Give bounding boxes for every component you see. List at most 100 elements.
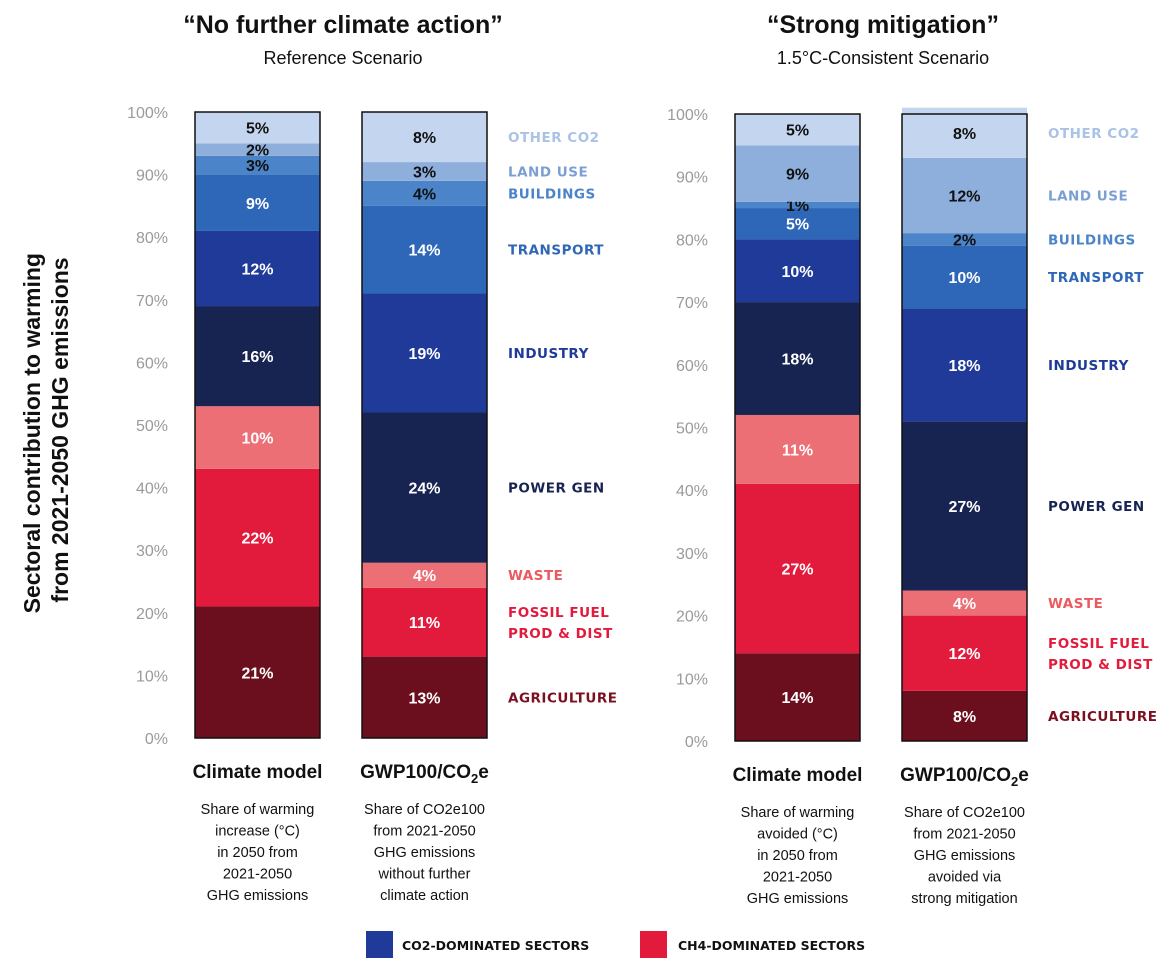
y-tick-label: 60% (136, 355, 168, 372)
y-tick-label: 100% (667, 107, 708, 124)
bar-segment-transport (735, 208, 860, 240)
y-tick-label: 0% (145, 731, 168, 748)
column-description-line: GHG emissions (747, 891, 849, 907)
bar-value-label: 2% (953, 232, 976, 249)
bar-segment-fossil-fuel-prod-dist (902, 615, 1027, 691)
bar-value-label: 4% (413, 186, 436, 203)
y-tick-label: 50% (676, 421, 708, 438)
bar-value-label: 10% (948, 270, 980, 287)
bar-segment-fossil-fuel-prod-dist (735, 483, 860, 654)
legend-swatch (640, 931, 667, 958)
bar-segment-agriculture (195, 606, 320, 738)
column-description-line: Share of CO2e100 (904, 805, 1025, 821)
bar-segment-transport (902, 245, 1027, 309)
bar-value-label: 3% (246, 158, 269, 175)
y-tick-label: 80% (676, 232, 708, 249)
bar-segment-agriculture (362, 656, 487, 738)
stacked-bar: 8% 12% 4% 27% 18% 10% 2% 12% 8% (901, 107, 1028, 742)
y-tick-label: 0% (685, 734, 708, 751)
legend-label: CH4-DOMINATED SECTORS (678, 938, 865, 953)
bar-value-label: 14% (408, 243, 440, 260)
bar-value-label: 1% (786, 198, 809, 215)
bar-value-label: 2% (246, 143, 269, 160)
column-title: GWP100/CO2e (900, 765, 1029, 789)
y-axis-label-line2: from 2021-2050 GHG emissions (47, 257, 73, 602)
column-description-line: Share of warming (201, 802, 315, 818)
column-title: GWP100/CO2e (360, 762, 489, 786)
bar-value-label: 10% (781, 264, 813, 281)
y-axis-label-line1: Sectoral contribution to warming (19, 253, 45, 613)
bar-segment-other-co2 (195, 112, 320, 144)
bar-value-label: 13% (408, 690, 440, 707)
stacked-bar: 21% 22% 10% 16% 12% 9% 3%2% 5% (194, 111, 321, 739)
bar-value-label: 12% (948, 189, 980, 206)
bar-segment-other-co2 (362, 112, 487, 163)
bar-value-label: 3% (413, 164, 436, 181)
column-description-line: without further (378, 867, 471, 883)
sector-label-waste: WASTE (1048, 596, 1103, 612)
legend-label: CO2-DOMINATED SECTORS (402, 938, 589, 953)
bar-value-label: 5% (786, 217, 809, 234)
sector-label-buildings: BUILDINGS (1048, 232, 1136, 248)
bar-segment-other-co2 (902, 107, 1027, 158)
sector-label-fossil-fuel-prod-dist: FOSSIL FUEL (1048, 636, 1149, 652)
legend-swatch (366, 931, 393, 958)
bar-value-label: 8% (413, 130, 436, 147)
bar-outline (734, 113, 861, 742)
bar-segment-power-gen (195, 306, 320, 407)
y-tick-label: 50% (136, 418, 168, 435)
y-tick-label: 90% (136, 168, 168, 185)
stacked-bar: 13% 11% 4% 24% 19% 14% 4% 3% 8% (361, 111, 488, 739)
bar-segment-industry (735, 239, 860, 303)
bar-value-label: 11% (409, 615, 440, 632)
bar-segment-buildings (362, 180, 487, 206)
legend: CO2-DOMINATED SECTORS CH4-DOMINATED SECTO… (366, 931, 865, 958)
bar-segment-agriculture (902, 690, 1027, 741)
bar-value-label: 5% (786, 123, 809, 140)
column-description-line: avoided via (928, 870, 1002, 886)
y-tick-label: 100% (127, 105, 168, 122)
y-tick-label: 20% (676, 609, 708, 626)
panel-title: “No further climate action” (183, 11, 503, 39)
bar-segment-waste (902, 590, 1027, 616)
bar-value-label: 11% (782, 442, 813, 459)
bar-value-label: 12% (948, 646, 980, 663)
sector-label-industry: INDUSTRY (508, 346, 589, 362)
sector-label-other-co2: OTHER CO2 (1048, 126, 1140, 142)
bar-value-label: 16% (241, 349, 273, 366)
bar-segment-power-gen (902, 421, 1027, 591)
column-description-line: GHG emissions (207, 888, 309, 904)
bar-segment-power-gen (362, 412, 487, 563)
column-description-line: increase (°C) (215, 824, 300, 840)
sector-label-transport: TRANSPORT (508, 243, 604, 259)
sector-label-buildings: BUILDINGS (508, 186, 596, 202)
bar-value-label: 21% (241, 665, 273, 682)
sector-label-agriculture: AGRICULTURE (1048, 709, 1157, 725)
bar-segment-land-use (902, 157, 1027, 234)
bar-segment-waste (735, 414, 860, 484)
bar-segment-land-use (735, 145, 860, 202)
y-tick-label: 70% (676, 295, 708, 312)
bar-outline (194, 111, 321, 739)
y-tick-label: 10% (676, 671, 708, 688)
bar-segment-buildings (902, 233, 1027, 246)
y-tick-label: 80% (136, 230, 168, 247)
bar-value-label: 22% (241, 531, 273, 548)
bar-value-label: 8% (953, 709, 976, 726)
column-description-line: climate action (380, 888, 469, 904)
sector-label-industry: INDUSTRY (1048, 358, 1129, 374)
bar-value-label: 19% (408, 346, 440, 363)
column-description-line: GHG emissions (374, 845, 476, 861)
stacked-bar: 14% 27% 11% 18% 10% 5% 1% 9% 5% (734, 113, 861, 742)
y-tick-label: 90% (676, 170, 708, 187)
panel-title: “Strong mitigation” (767, 11, 999, 39)
sector-label-agriculture: AGRICULTURE (508, 690, 617, 706)
y-tick-label: 30% (136, 543, 168, 560)
bar-segment-transport (362, 205, 487, 294)
panel-subtitle: Reference Scenario (263, 48, 422, 68)
column-description-line: in 2050 from (757, 848, 838, 864)
bar-segment-buildings (735, 201, 860, 209)
bar-value-label: 12% (241, 262, 273, 279)
bar-value-label: 14% (781, 690, 813, 707)
